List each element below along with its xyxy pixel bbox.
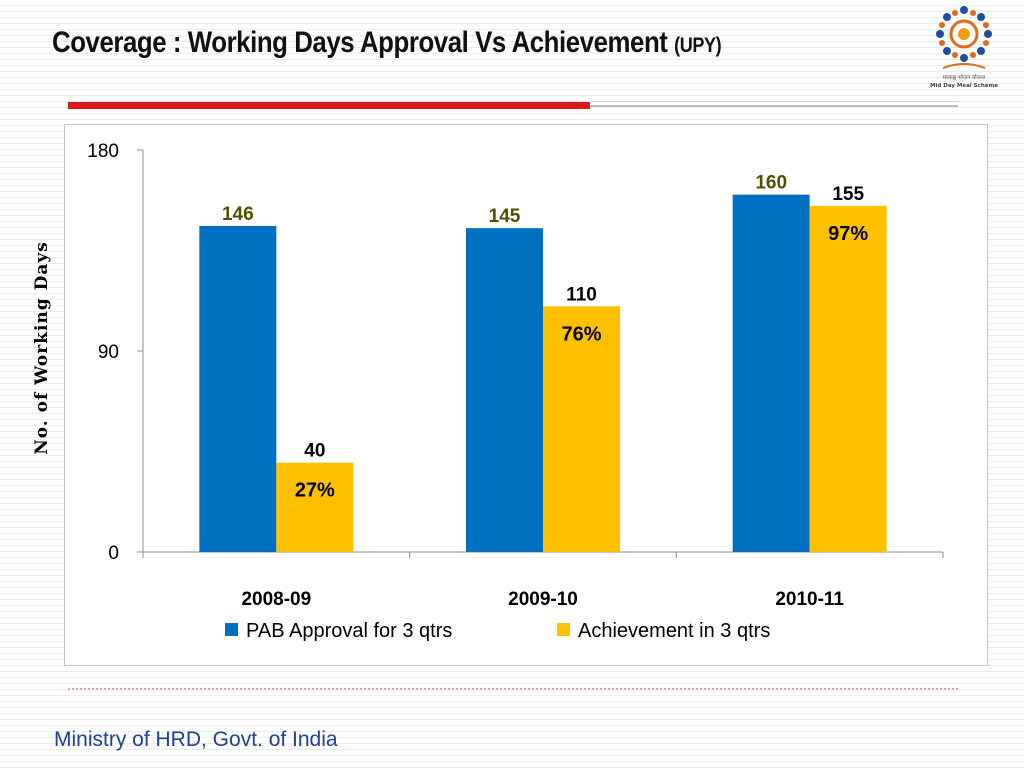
title-underline-grey: [590, 105, 958, 107]
logo-emblem-icon: [936, 6, 992, 69]
bar-approval: [732, 194, 810, 552]
achievement-percent-label: 97%: [828, 223, 868, 245]
legend-swatch-achievement: [557, 623, 570, 636]
bar-value-label: 110: [566, 284, 597, 305]
bar-value-label: 145: [489, 206, 521, 227]
logo-text-english: Mid Day Meal Scheme: [930, 83, 998, 89]
legend-swatch-approval: [225, 623, 238, 636]
bar-achievement: [543, 306, 620, 552]
chart-y-axis-label: No. of Working Days: [32, 241, 52, 455]
y-tick-label: 0: [108, 543, 119, 564]
x-category-label: 2009-10: [508, 589, 578, 610]
bar-value-label: 146: [222, 204, 254, 225]
bar-value-label: 155: [832, 184, 864, 205]
slide-title: Coverage : Working Days Approval Vs Achi…: [52, 26, 722, 60]
title-underline-red: [68, 102, 590, 109]
slide-title-text: Coverage : Working Days Approval Vs Achi…: [52, 26, 668, 59]
y-tick-label: 180: [87, 141, 119, 162]
legend-label: PAB Approval for 3 qtrs: [246, 620, 452, 642]
slide-title-suffix: (UPY): [674, 34, 722, 57]
footer-divider: [68, 688, 958, 690]
bar-achievement: [276, 462, 354, 552]
x-category-label: 2008-09: [241, 589, 311, 610]
bar-approval: [199, 225, 277, 552]
title-underline-grey-top: [590, 101, 958, 102]
bar-achievement: [809, 205, 887, 552]
bar-approval: [466, 228, 543, 552]
mid-day-meal-logo: मध्याह्न भोजन योजना Mid Day Meal Scheme: [930, 6, 998, 89]
footer-text: Ministry of HRD, Govt. of India: [54, 728, 338, 751]
achievement-percent-label: 27%: [295, 480, 335, 502]
bar-chart: 0 90 180 146 40 27% 2008-09 145 110 76% 2009-10 160…: [87, 141, 944, 642]
logo-text-hindi: मध्याह्न भोजन योजना: [943, 74, 986, 81]
achievement-percent-label: 76%: [561, 323, 601, 345]
bar-value-label: 160: [755, 173, 787, 194]
bar-value-label: 40: [304, 441, 325, 462]
x-category-label: 2010-11: [775, 589, 844, 610]
legend-label: Achievement in 3 qtrs: [578, 620, 770, 642]
y-tick-label: 90: [98, 342, 119, 363]
chart-area: 0 90 180 146 40 27% 2008-09 145 110 76% 2009-10 160…: [64, 124, 988, 666]
